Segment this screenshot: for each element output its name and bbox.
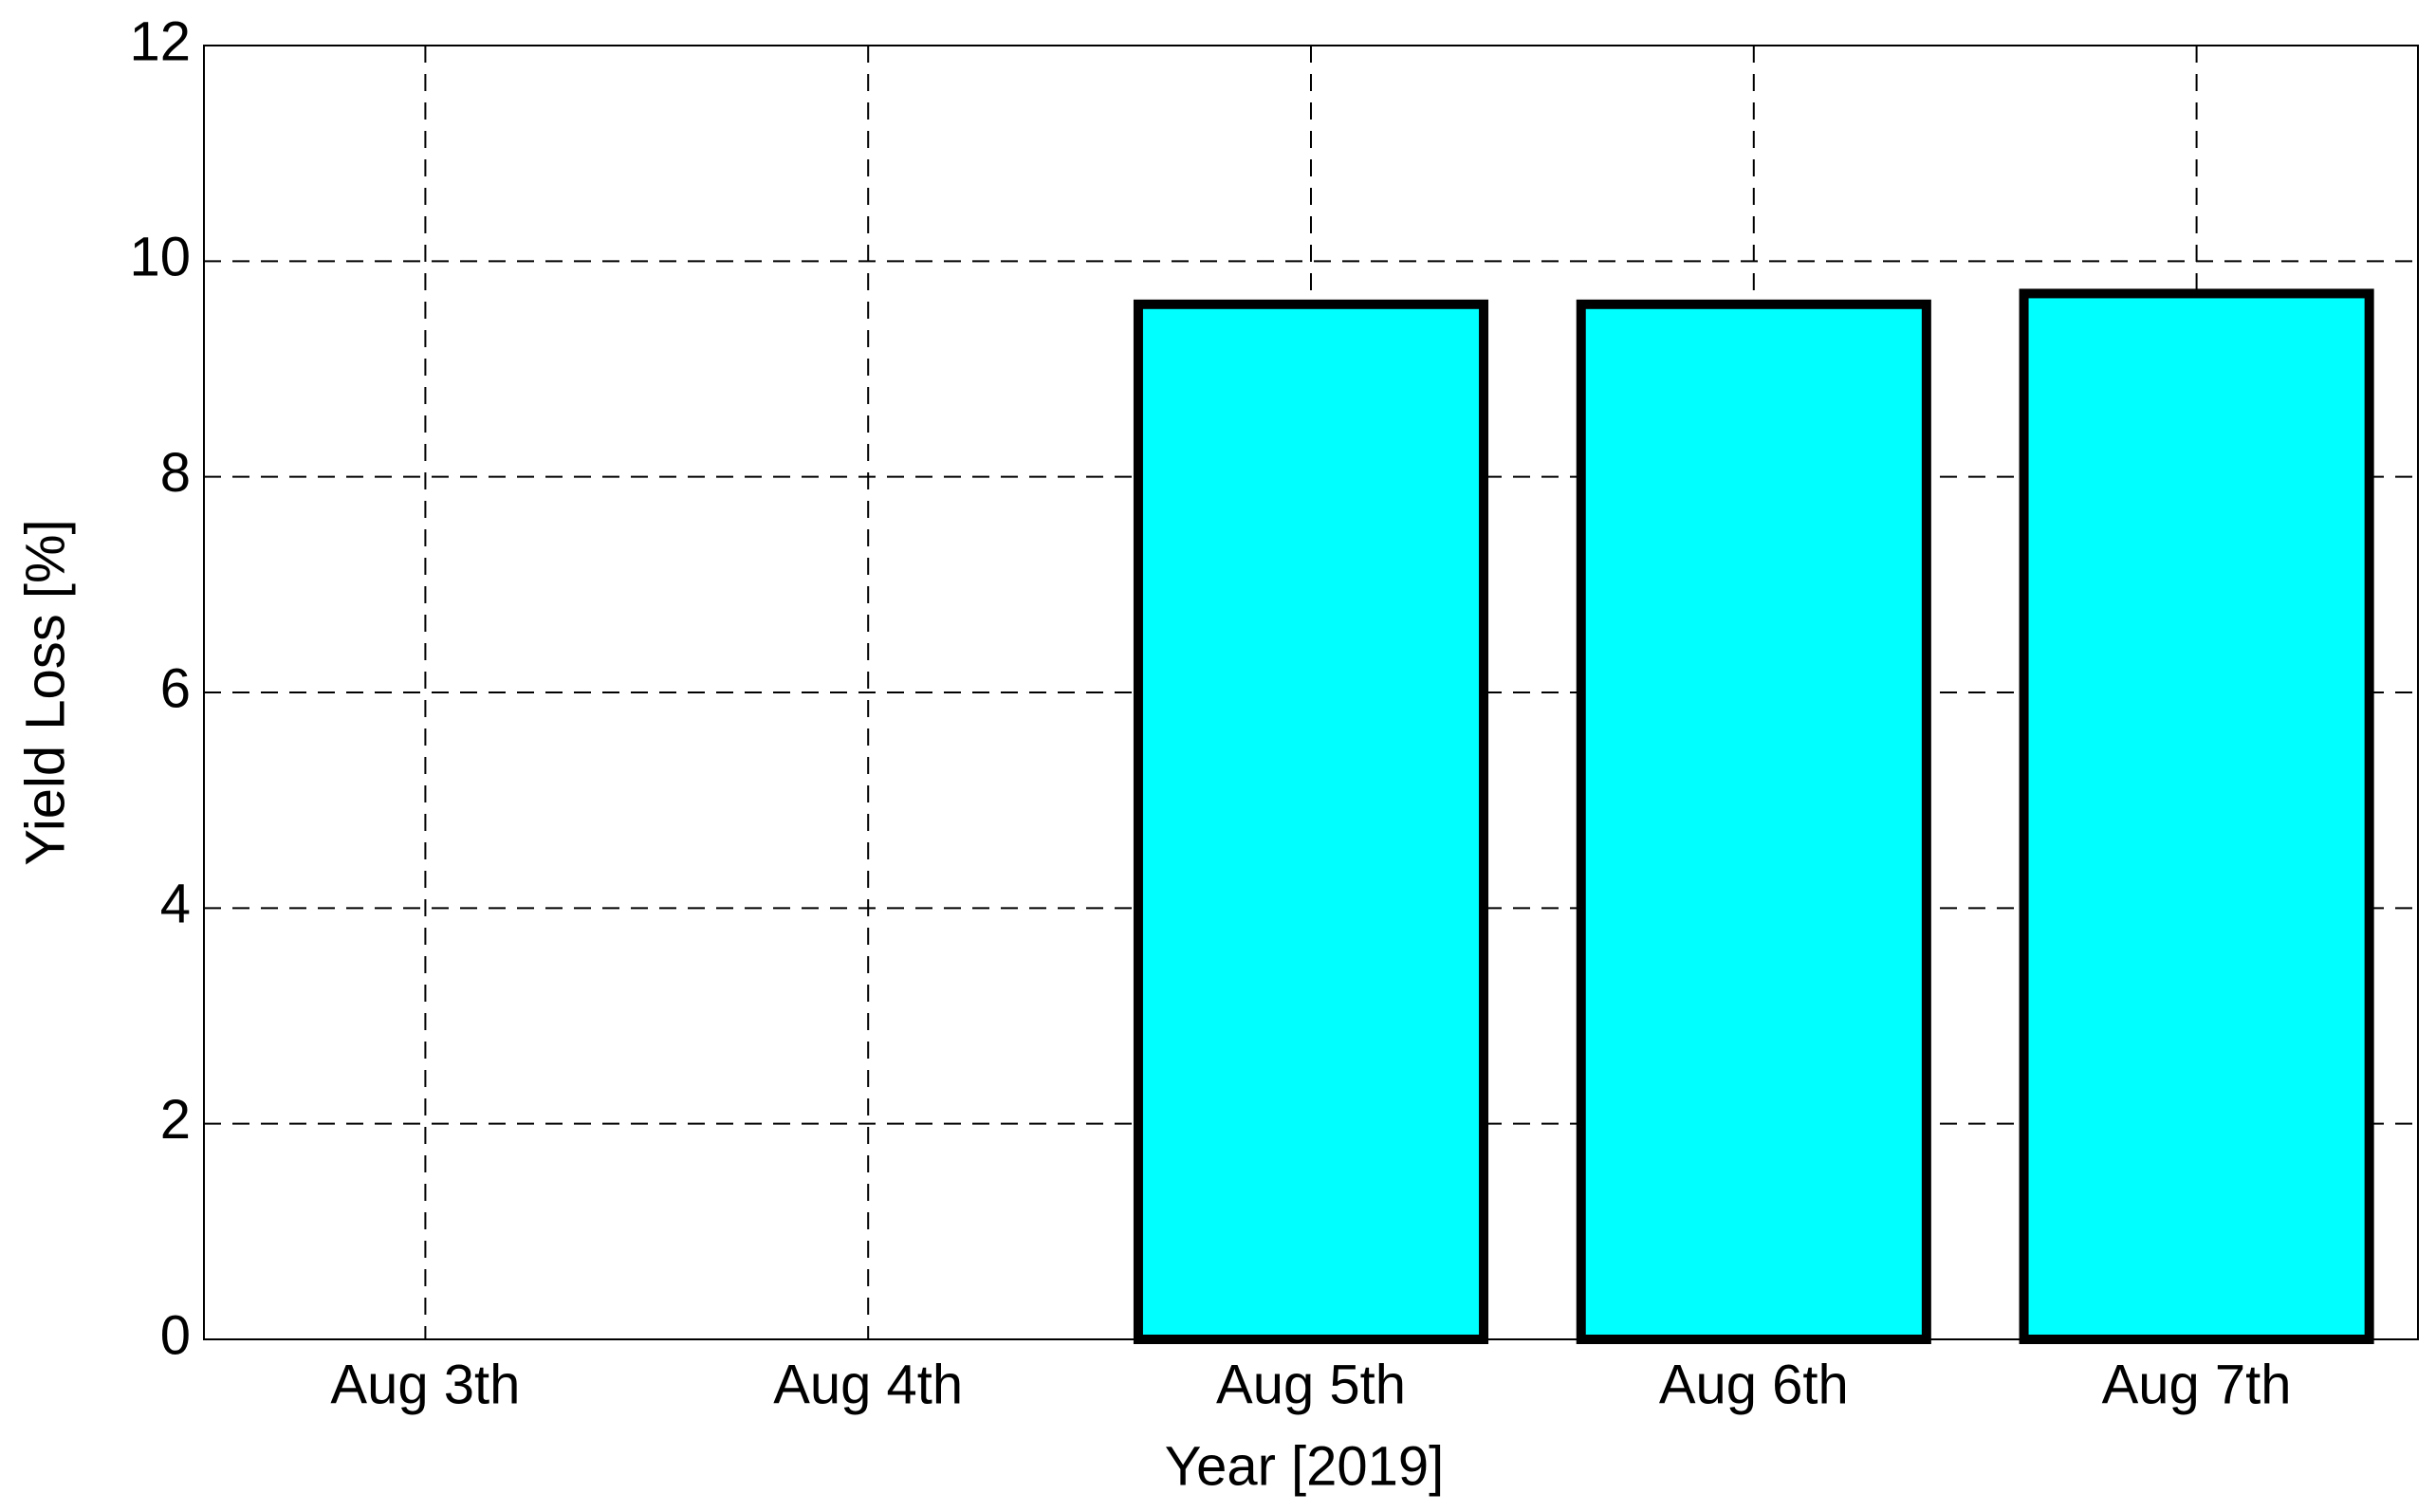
y-tick-label: 4 <box>160 874 191 935</box>
y-tick-label: 0 <box>160 1304 191 1366</box>
x-axis-label: Year [2019] <box>1165 1435 1445 1497</box>
plot-frame <box>203 45 2419 1340</box>
y-tick-label: 8 <box>160 442 191 504</box>
x-tick-label: Aug 4th <box>773 1354 963 1415</box>
y-tick-label: 12 <box>129 10 191 72</box>
y-tick-label: 10 <box>129 227 191 288</box>
y-tick-label: 6 <box>160 657 191 719</box>
x-tick-label: Aug 7th <box>2102 1354 2292 1415</box>
x-tick-label: Aug 5th <box>1216 1354 1406 1415</box>
bar <box>1133 299 1489 1344</box>
x-tick-label: Aug 3th <box>330 1354 520 1415</box>
y-axis-label: Yield Loss [%] <box>14 519 76 865</box>
x-tick-label: Aug 6th <box>1659 1354 1849 1415</box>
y-tick-label: 2 <box>160 1089 191 1151</box>
bar <box>1576 299 1931 1344</box>
bar <box>2019 288 2374 1344</box>
